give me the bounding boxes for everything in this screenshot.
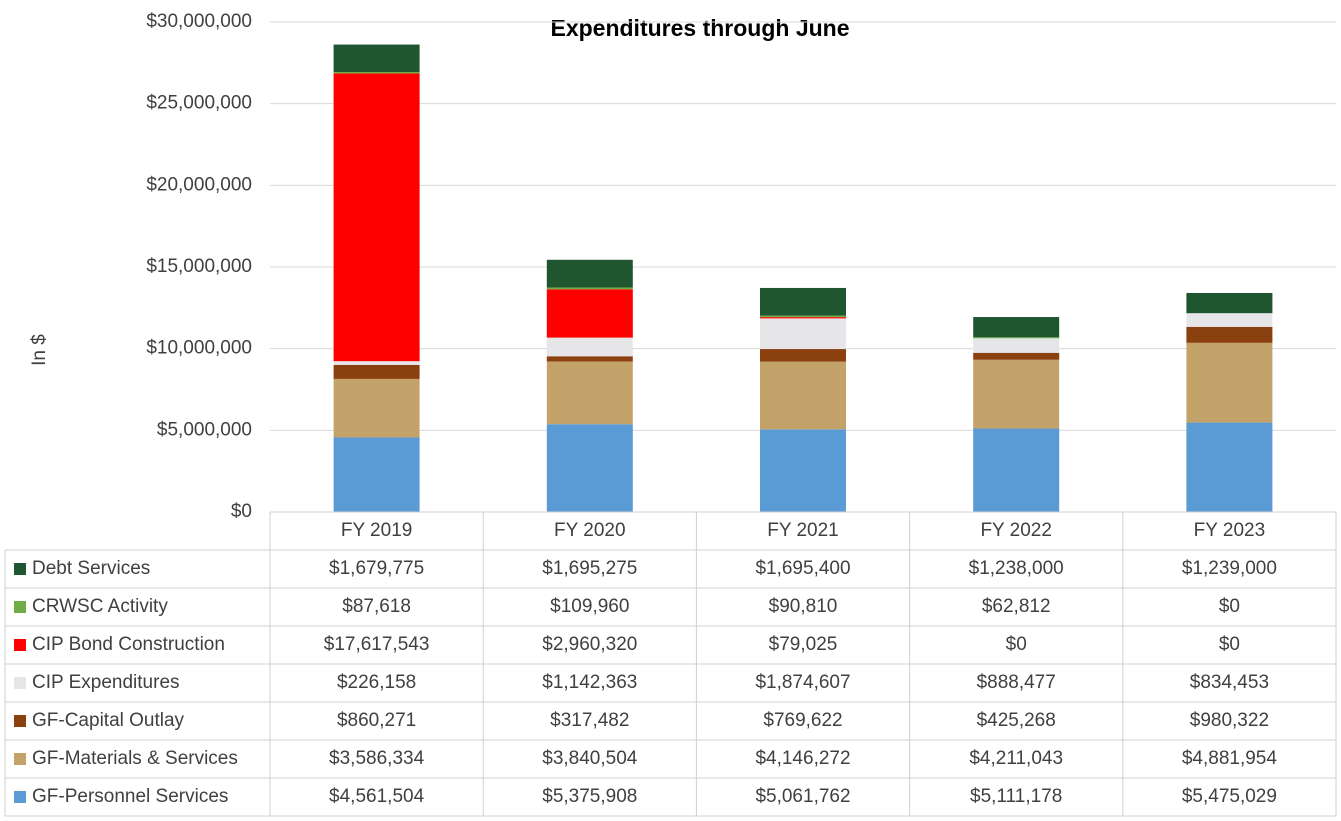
- bar-segment: [973, 352, 1060, 360]
- bar-segment: [546, 356, 633, 362]
- legend-label: CIP Expenditures: [32, 672, 180, 693]
- bar-segment: [1186, 313, 1273, 327]
- data-label: $888,477: [977, 672, 1056, 693]
- bar-segment: [333, 71, 420, 74]
- data-label: $79,025: [769, 634, 838, 655]
- legend-label: CIP Bond Construction: [32, 634, 225, 655]
- data-label: $3,840,504: [542, 748, 638, 769]
- data-label: $317,482: [550, 710, 629, 731]
- bar-segment: [760, 429, 846, 512]
- data-label: $1,238,000: [969, 558, 1064, 579]
- data-label: $4,146,272: [755, 748, 850, 769]
- data-label: $980,322: [1190, 710, 1269, 731]
- y-tick-label: $30,000,000: [146, 11, 252, 32]
- legend-swatch: [14, 563, 26, 575]
- data-label: $62,812: [982, 596, 1051, 617]
- data-label: $5,475,029: [1182, 786, 1277, 807]
- y-tick-label: $20,000,000: [146, 174, 252, 195]
- data-label: $90,810: [769, 596, 838, 617]
- y-tick-label: $10,000,000: [146, 338, 252, 359]
- bar-segment: [760, 349, 846, 362]
- bar-segment: [973, 337, 1060, 339]
- x-tick-label: FY 2020: [554, 520, 625, 541]
- x-tick-label: FY 2019: [341, 520, 412, 541]
- y-tick-label: $0: [231, 501, 252, 522]
- legend-label: Debt Services: [32, 558, 150, 579]
- bar-segment: [333, 44, 420, 72]
- bar-segment: [546, 361, 633, 425]
- data-label: $5,061,762: [755, 786, 850, 807]
- bar-segment: [973, 338, 1060, 353]
- data-label: $1,874,607: [755, 672, 850, 693]
- bar-segment: [333, 364, 420, 379]
- y-tick-label: $5,000,000: [157, 419, 252, 440]
- y-tick-label: $25,000,000: [146, 93, 252, 114]
- bar-segment: [1186, 422, 1273, 512]
- data-label: $834,453: [1190, 672, 1269, 693]
- data-label: $1,695,400: [755, 558, 850, 579]
- x-tick-label: FY 2023: [1194, 520, 1265, 541]
- data-label: $4,561,504: [329, 786, 425, 807]
- y-tick-label: $15,000,000: [146, 256, 252, 277]
- data-label: $5,111,178: [970, 786, 1062, 807]
- chart-title: Expenditures through June: [550, 15, 849, 41]
- data-label: $0: [1219, 596, 1240, 617]
- bar-segment: [760, 315, 846, 318]
- data-label: $5,375,908: [542, 786, 637, 807]
- legend-label: CRWSC Activity: [32, 596, 168, 617]
- data-label: $2,960,320: [542, 634, 637, 655]
- bar-segment: [546, 337, 633, 357]
- bar-segment: [1186, 342, 1273, 423]
- legend-label: GF-Materials & Services: [32, 748, 238, 769]
- data-label: $3,586,334: [329, 748, 425, 769]
- bar-segment: [333, 361, 420, 365]
- bar-segment: [973, 359, 1060, 429]
- bar-segment: [546, 424, 633, 512]
- data-label: $4,881,954: [1182, 748, 1278, 769]
- bar-segment: [1186, 326, 1273, 343]
- bar-segment: [333, 437, 420, 512]
- data-label: $1,695,275: [542, 558, 637, 579]
- data-label: $226,158: [337, 672, 416, 693]
- legend-label: GF-Personnel Services: [32, 786, 228, 807]
- bar-segment: [333, 73, 420, 362]
- legend-swatch: [14, 753, 26, 765]
- data-label: $1,679,775: [329, 558, 424, 579]
- legend-label: GF-Capital Outlay: [32, 710, 185, 731]
- bar-segment: [546, 289, 633, 338]
- x-tick-label: FY 2022: [980, 520, 1051, 541]
- data-label: $425,268: [977, 710, 1056, 731]
- legend-swatch: [14, 791, 26, 803]
- data-label: $769,622: [763, 710, 842, 731]
- bar-segment: [760, 318, 846, 350]
- data-label: $4,211,043: [969, 748, 1063, 769]
- bar-segment: [760, 287, 846, 316]
- bar-segment: [333, 378, 420, 438]
- x-tick-label: FY 2021: [767, 520, 838, 541]
- legend-swatch: [14, 601, 26, 613]
- data-label: $1,239,000: [1182, 558, 1277, 579]
- legend-swatch: [14, 639, 26, 651]
- bar-segment: [1186, 292, 1273, 314]
- y-axis-label: In $: [29, 334, 50, 366]
- data-label: $17,617,543: [324, 634, 430, 655]
- data-label: $0: [1006, 634, 1027, 655]
- data-label: $0: [1219, 634, 1240, 655]
- bar-segment: [973, 428, 1060, 512]
- data-label: $1,142,363: [542, 672, 637, 693]
- data-label: $87,618: [342, 596, 411, 617]
- data-label: $109,960: [550, 596, 629, 617]
- legend-swatch: [14, 715, 26, 727]
- bar-segment: [973, 317, 1060, 338]
- bar-segment: [546, 287, 633, 290]
- bar-segment: [546, 259, 633, 288]
- bar-segment: [760, 317, 846, 319]
- data-label: $860,271: [337, 710, 416, 731]
- legend-swatch: [14, 677, 26, 689]
- bar-segment: [760, 361, 846, 430]
